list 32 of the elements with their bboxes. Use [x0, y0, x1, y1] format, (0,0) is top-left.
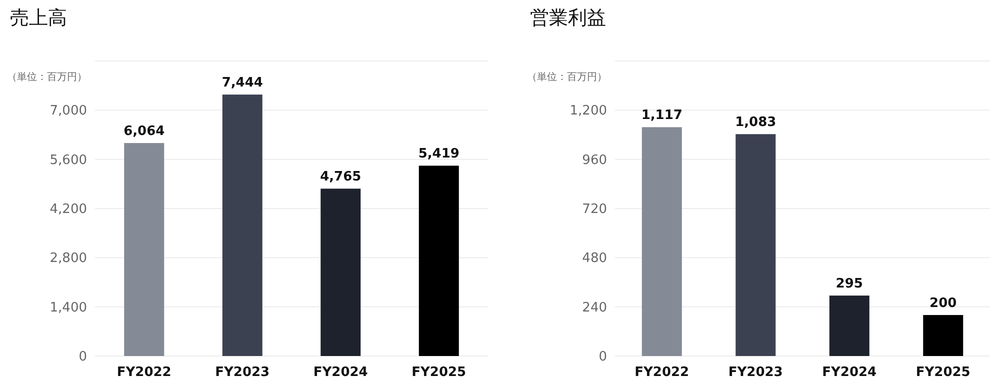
data-label: 200	[930, 296, 957, 312]
ytick: 0	[78, 350, 87, 364]
title: 営業利益	[530, 7, 606, 29]
title: 売上高	[10, 7, 67, 29]
data-label: 7,444	[222, 76, 263, 91]
ytick: 960	[582, 152, 607, 168]
xtick: FY2024	[822, 365, 877, 380]
xtick: FY2022	[634, 365, 690, 380]
xtick: FY2023	[215, 365, 270, 380]
data-label: 6,064	[124, 124, 165, 140]
data-label: 5,419	[418, 146, 460, 162]
ylabel: （単位：百万円）	[7, 72, 87, 83]
xtick: FY2024	[313, 365, 368, 380]
ytick: 5,600	[50, 152, 87, 168]
ytick: 1,400	[50, 300, 87, 316]
xtick: FY2025	[916, 365, 970, 380]
ytick: 0	[598, 350, 607, 364]
xtick: FY2022	[116, 365, 172, 380]
ytick: 2,800	[50, 251, 87, 266]
data-label: 295	[836, 276, 863, 292]
data-label: 4,765	[320, 170, 362, 185]
ytick: 4,200	[50, 202, 87, 217]
ytick: 1,200	[570, 104, 607, 119]
ytick: 720	[582, 202, 607, 217]
xtick: FY2023	[728, 365, 783, 380]
xtick: FY2025	[412, 365, 466, 380]
data-label: 1,083	[735, 115, 776, 130]
ytick: 240	[582, 300, 607, 316]
ylabel: （単位：百万円）	[527, 72, 607, 83]
ytick: 480	[582, 251, 607, 266]
data-label: 1,117	[641, 108, 682, 124]
ytick: 7,000	[50, 104, 87, 119]
